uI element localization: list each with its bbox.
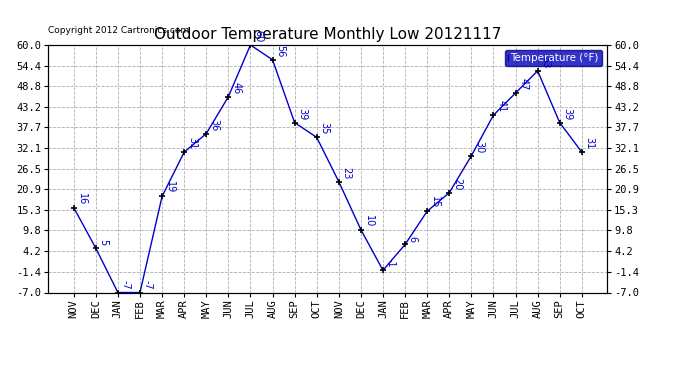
- Text: -1: -1: [386, 258, 396, 267]
- Text: 31: 31: [187, 137, 197, 149]
- Text: -7: -7: [121, 280, 130, 290]
- Text: 53: 53: [540, 56, 551, 68]
- Text: 5: 5: [99, 239, 108, 245]
- Text: 39: 39: [562, 108, 573, 120]
- Text: 30: 30: [474, 141, 484, 153]
- Text: 20: 20: [452, 178, 462, 190]
- Text: 36: 36: [209, 118, 219, 131]
- Text: 35: 35: [319, 122, 330, 135]
- Text: 31: 31: [584, 137, 595, 149]
- Legend: Temperature (°F): Temperature (°F): [505, 50, 602, 66]
- Text: 23: 23: [342, 166, 352, 179]
- Text: 47: 47: [518, 78, 529, 90]
- Text: 16: 16: [77, 192, 86, 205]
- Text: -7: -7: [143, 280, 152, 290]
- Text: 15: 15: [430, 196, 440, 208]
- Title: Outdoor Temperature Monthly Low 20121117: Outdoor Temperature Monthly Low 20121117: [154, 27, 502, 42]
- Text: 39: 39: [297, 108, 307, 120]
- Text: Copyright 2012 Cartronics.com: Copyright 2012 Cartronics.com: [48, 26, 190, 35]
- Text: 60: 60: [253, 30, 263, 42]
- Text: 10: 10: [364, 214, 374, 227]
- Text: 6: 6: [408, 236, 418, 242]
- Text: 46: 46: [231, 82, 241, 94]
- Text: 41: 41: [496, 100, 506, 112]
- Text: 19: 19: [165, 182, 175, 194]
- Text: 56: 56: [275, 45, 285, 57]
